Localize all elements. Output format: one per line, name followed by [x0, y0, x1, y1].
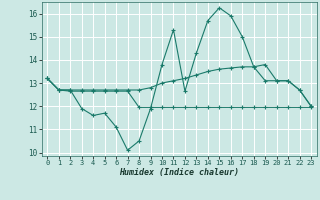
X-axis label: Humidex (Indice chaleur): Humidex (Indice chaleur) — [119, 168, 239, 177]
